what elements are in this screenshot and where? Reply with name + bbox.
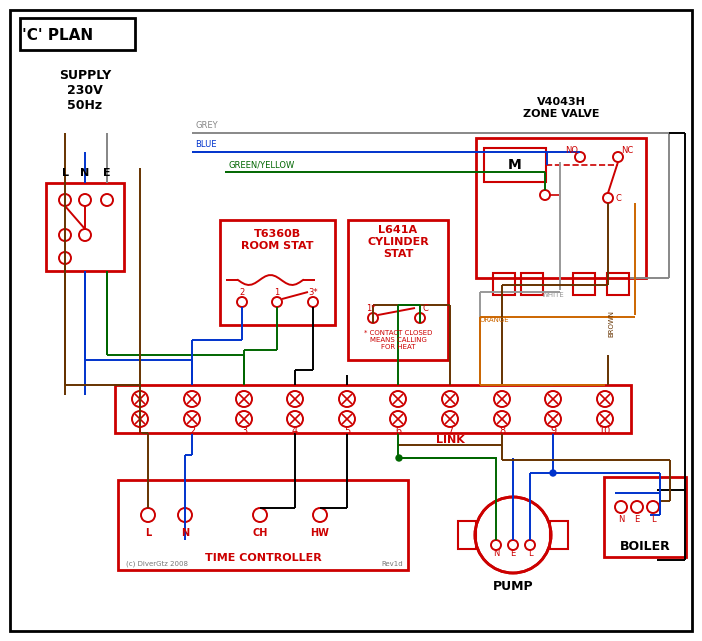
Text: 9: 9 [550, 426, 556, 436]
Text: 8: 8 [499, 426, 505, 436]
Text: 4: 4 [292, 426, 298, 436]
Text: Rev1d: Rev1d [381, 561, 403, 567]
Text: L: L [651, 515, 655, 524]
Text: PUMP: PUMP [493, 581, 534, 594]
Text: L: L [62, 168, 69, 178]
Circle shape [396, 455, 402, 461]
Text: 1: 1 [274, 288, 279, 297]
Text: ORANGE: ORANGE [480, 317, 510, 323]
Bar [573, 273, 595, 295]
Text: N: N [493, 549, 499, 558]
Text: 6: 6 [395, 426, 401, 436]
Text: N: N [181, 528, 189, 538]
Text: V4043H
ZONE VALVE: V4043H ZONE VALVE [523, 97, 600, 119]
Text: 1*: 1* [366, 303, 376, 313]
Bar [118, 480, 408, 570]
Text: 3: 3 [241, 426, 247, 436]
Bar [476, 138, 646, 278]
Bar [604, 477, 686, 557]
Bar [493, 273, 515, 295]
Bar [348, 220, 448, 360]
Text: BOILER: BOILER [620, 540, 670, 553]
Text: N: N [618, 515, 624, 524]
Text: L: L [145, 528, 151, 538]
Text: NO: NO [565, 146, 578, 154]
Text: (c) DiverGtz 2008: (c) DiverGtz 2008 [126, 560, 188, 567]
Text: L641A
CYLINDER
STAT: L641A CYLINDER STAT [367, 226, 429, 258]
Text: M: M [508, 158, 522, 172]
Text: E: E [103, 168, 111, 178]
Text: WHITE: WHITE [542, 292, 564, 298]
Text: TIME CONTROLLER: TIME CONTROLLER [204, 553, 322, 563]
Text: 2: 2 [239, 288, 244, 297]
Bar [458, 521, 476, 549]
Text: E: E [510, 549, 516, 558]
Bar [115, 385, 631, 433]
Bar [20, 18, 135, 50]
Text: * CONTACT CLOSED
MEANS CALLING
FOR HEAT: * CONTACT CLOSED MEANS CALLING FOR HEAT [364, 330, 432, 350]
Text: E: E [635, 515, 640, 524]
Bar [550, 521, 568, 549]
Text: C: C [616, 194, 622, 203]
Text: 10: 10 [599, 426, 611, 436]
Bar [607, 273, 629, 295]
Text: GREY: GREY [195, 121, 218, 130]
Text: 7: 7 [447, 426, 453, 436]
Text: 2: 2 [189, 426, 195, 436]
Circle shape [550, 470, 556, 476]
Text: GREEN/YELLOW: GREEN/YELLOW [228, 160, 294, 169]
Text: CH: CH [252, 528, 267, 538]
Bar [46, 183, 124, 271]
Text: NC: NC [621, 146, 633, 154]
Text: 1: 1 [137, 426, 143, 436]
Bar [484, 148, 546, 182]
Bar [220, 220, 335, 325]
Text: BROWN: BROWN [608, 310, 614, 337]
Text: LINK: LINK [436, 435, 465, 445]
Text: 'C' PLAN: 'C' PLAN [22, 28, 93, 42]
Text: T6360B
ROOM STAT: T6360B ROOM STAT [241, 229, 313, 251]
Bar [521, 273, 543, 295]
Text: C: C [422, 303, 428, 313]
Text: BLUE: BLUE [195, 140, 216, 149]
Text: L: L [528, 549, 532, 558]
Text: HW: HW [310, 528, 329, 538]
Text: SUPPLY
230V
50Hz: SUPPLY 230V 50Hz [59, 69, 111, 112]
Text: N: N [80, 168, 90, 178]
Text: 3*: 3* [308, 288, 318, 297]
Text: 5: 5 [344, 426, 350, 436]
